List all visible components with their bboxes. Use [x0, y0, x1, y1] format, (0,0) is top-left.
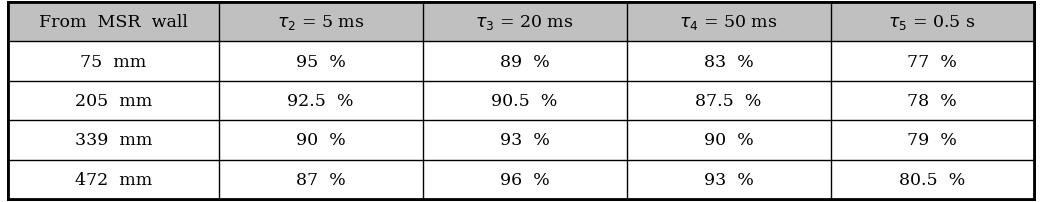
Text: 205  mm: 205 mm [75, 93, 152, 109]
Bar [423, 81, 626, 121]
Bar [626, 160, 830, 199]
Bar [8, 81, 219, 121]
Bar [626, 42, 830, 81]
Bar [626, 3, 830, 42]
Text: 93  %: 93 % [703, 171, 753, 188]
Bar [219, 160, 423, 199]
Text: From  MSR  wall: From MSR wall [39, 14, 188, 31]
Text: 96  %: 96 % [500, 171, 549, 188]
Text: 93  %: 93 % [500, 132, 549, 149]
Bar [423, 160, 626, 199]
Text: 472  mm: 472 mm [75, 171, 152, 188]
Bar [423, 121, 626, 160]
Bar [8, 160, 219, 199]
Text: 90  %: 90 % [296, 132, 346, 149]
Text: 79  %: 79 % [908, 132, 958, 149]
Bar [219, 81, 423, 121]
Bar [830, 42, 1034, 81]
Text: 95  %: 95 % [296, 53, 346, 70]
Text: 89  %: 89 % [500, 53, 549, 70]
Bar [8, 3, 219, 42]
Bar [830, 121, 1034, 160]
Bar [830, 81, 1034, 121]
Text: 90  %: 90 % [703, 132, 753, 149]
Text: 90.5  %: 90.5 % [492, 93, 557, 109]
Text: 92.5  %: 92.5 % [288, 93, 354, 109]
Text: 339  mm: 339 mm [75, 132, 152, 149]
Text: $\tau_2$ = 5 ms: $\tau_2$ = 5 ms [277, 13, 365, 32]
Text: $\tau_3$ = 20 ms: $\tau_3$ = 20 ms [475, 13, 574, 32]
Bar [423, 42, 626, 81]
Text: 80.5  %: 80.5 % [899, 171, 965, 188]
Bar [830, 160, 1034, 199]
Text: 87  %: 87 % [296, 171, 346, 188]
Bar [830, 3, 1034, 42]
Bar [8, 121, 219, 160]
Bar [423, 3, 626, 42]
Bar [626, 81, 830, 121]
Text: $\tau_4$ = 50 ms: $\tau_4$ = 50 ms [679, 13, 778, 32]
Bar [219, 121, 423, 160]
Text: 87.5  %: 87.5 % [695, 93, 762, 109]
Bar [626, 121, 830, 160]
Bar [219, 3, 423, 42]
Text: 78  %: 78 % [908, 93, 957, 109]
Text: 75  mm: 75 mm [80, 53, 147, 70]
Text: 83  %: 83 % [703, 53, 753, 70]
Text: $\tau_5$ = 0.5 s: $\tau_5$ = 0.5 s [889, 13, 976, 32]
Bar [8, 42, 219, 81]
Text: 77  %: 77 % [908, 53, 958, 70]
Bar [219, 42, 423, 81]
